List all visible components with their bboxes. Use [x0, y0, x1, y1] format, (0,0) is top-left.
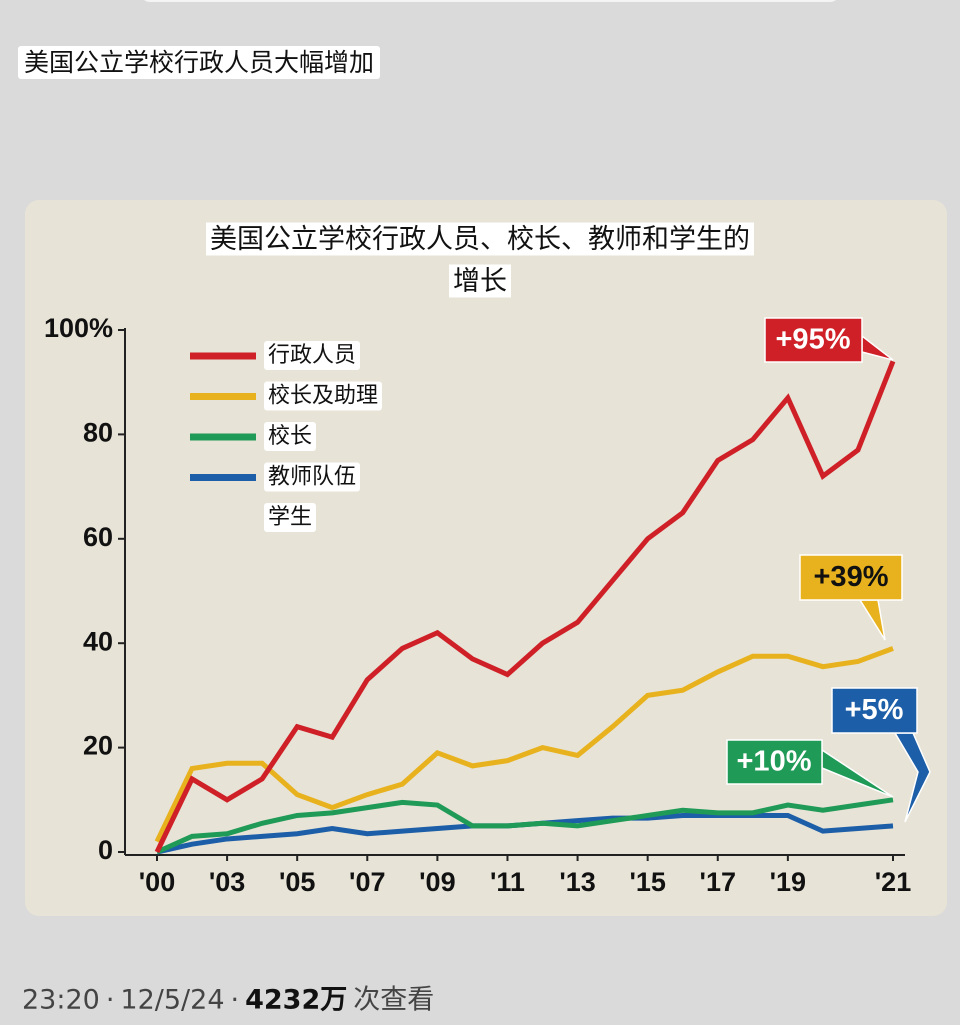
- y-tick-label: 40: [83, 626, 113, 656]
- text-highlight: [206, 222, 754, 256]
- legend-label: 教师队伍: [268, 465, 356, 490]
- x-tick-label: '03: [209, 867, 245, 897]
- text-highlight: [264, 503, 317, 532]
- y-tick-label: 100%: [44, 313, 113, 343]
- text-highlight: [264, 422, 317, 451]
- callout-label: +5%: [845, 694, 904, 726]
- legend-label: 行政人员: [268, 343, 356, 368]
- series-line: [154, 360, 896, 854]
- chart-title-line: 美国公立学校行政人员、校长、教师和学生的: [210, 224, 750, 255]
- footer-separator: ·: [106, 985, 115, 1016]
- text-highlight: [449, 264, 511, 298]
- x-tick-label: '21: [875, 867, 911, 897]
- legend-label: 学生: [268, 505, 312, 530]
- x-tick-label: '07: [349, 867, 385, 897]
- x-tick-label: '13: [559, 867, 595, 897]
- text-highlight: [264, 341, 361, 370]
- x-tick-label: '15: [629, 867, 665, 897]
- series-line: [155, 797, 894, 855]
- callout-box: [764, 317, 863, 363]
- x-tick-label: '19: [770, 867, 806, 897]
- y-tick-label: 20: [83, 731, 113, 761]
- footer-views: 4232万: [245, 985, 347, 1016]
- search-bar: [144, 0, 836, 2]
- footer-time: 23:20: [22, 985, 100, 1016]
- legend-label: 校长: [268, 424, 312, 449]
- y-tick-label: 60: [83, 522, 113, 552]
- callout-label: +10%: [737, 746, 812, 778]
- text-highlight: [264, 381, 383, 411]
- y-tick-label: 0: [98, 835, 113, 865]
- footer-views-label: 次查看: [353, 985, 434, 1016]
- text-highlight: [264, 462, 361, 492]
- x-tick-label: '05: [279, 867, 315, 897]
- series-line: [154, 646, 894, 843]
- callout-label: +39%: [814, 561, 889, 593]
- y-tick-label: 80: [83, 418, 113, 448]
- x-tick-label: '09: [419, 867, 455, 897]
- text-highlight: [18, 46, 381, 79]
- footer-date: 12/5/24: [120, 985, 224, 1016]
- legend-label: 校长及助理: [268, 384, 378, 409]
- callout-box: [726, 739, 823, 785]
- callout-label: +95%: [776, 324, 851, 356]
- callout-box: [831, 687, 918, 734]
- callout-box: [799, 554, 903, 601]
- post-title: 美国公立学校行政人员大幅增加: [24, 48, 374, 77]
- chart-panel: [25, 200, 947, 916]
- x-tick-label: '17: [700, 867, 736, 897]
- chart-title: 美国公立学校行政人员、校长、教师和学生的增长: [210, 224, 750, 297]
- chart-title-line: 增长: [453, 266, 507, 297]
- x-tick-label: '11: [490, 867, 525, 897]
- footer-separator: ·: [231, 985, 240, 1016]
- x-tick-label: '00: [139, 867, 175, 897]
